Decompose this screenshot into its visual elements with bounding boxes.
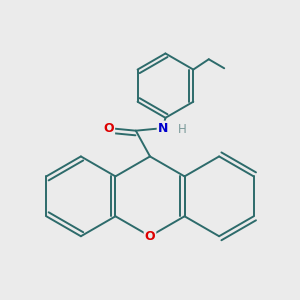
Text: O: O [103, 122, 114, 135]
Text: N: N [158, 122, 168, 135]
Text: O: O [145, 230, 155, 243]
Text: H: H [178, 123, 187, 136]
